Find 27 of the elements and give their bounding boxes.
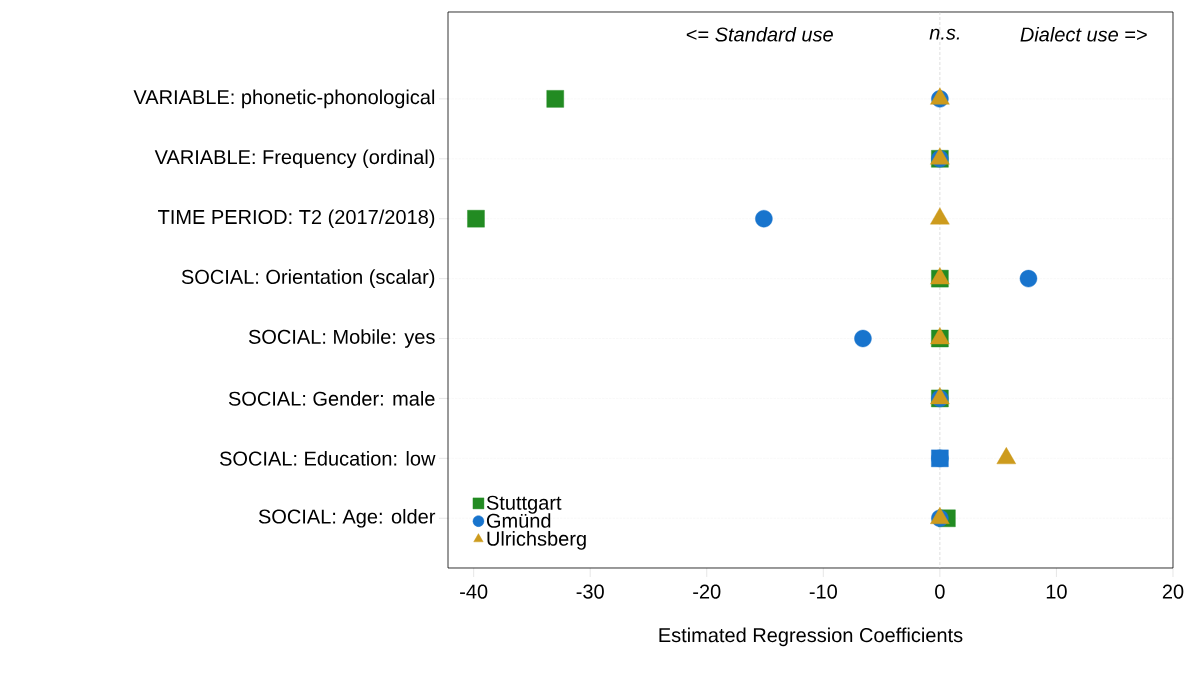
- text: <= Standard use: [686, 26, 833, 42]
- text: Dialect use =>: [1020, 26, 1147, 42]
- text: n.s.: [929, 28, 960, 40]
- x-axis-title: Estimated Regression Coefficients: [659, 627, 963, 647]
- x-tick-label: -10: [809, 584, 837, 599]
- x-tick-label: 0: [935, 584, 945, 599]
- legend-label: Ulrichsberg: [487, 531, 586, 550]
- legend-label: Gmünd: [486, 513, 551, 528]
- legend-label: Stuttgart: [486, 495, 562, 514]
- point: [546, 90, 564, 108]
- x-tick-label: -40: [460, 584, 488, 599]
- point: [1019, 269, 1038, 288]
- y-tick-label: SOCIAL: Age: older: [258, 508, 436, 528]
- x-tick-label: -20: [693, 584, 721, 599]
- point: [467, 210, 485, 228]
- point: [755, 210, 773, 228]
- y-tick-label: TIME PERIOD: T2 (2017/2018): [158, 209, 435, 229]
- x-tick-label: 10: [1046, 584, 1067, 599]
- x-tick-label: 20: [1162, 584, 1184, 599]
- y-tick-label: VARIABLE: phonetic-phonological: [133, 89, 435, 109]
- y-tick-label: VARIABLE: Frequency (ordinal): [154, 149, 435, 169]
- y-tick-label: SOCIAL: Education: low: [219, 451, 436, 466]
- y-tick-label: SOCIAL: Orientation (scalar): [181, 269, 435, 288]
- point: [854, 329, 872, 348]
- x-tick-label: -30: [576, 584, 604, 599]
- y-tick-label: SOCIAL: Gender: male: [228, 391, 435, 406]
- y-tick-label: SOCIAL: Mobile: yes: [248, 329, 435, 348]
